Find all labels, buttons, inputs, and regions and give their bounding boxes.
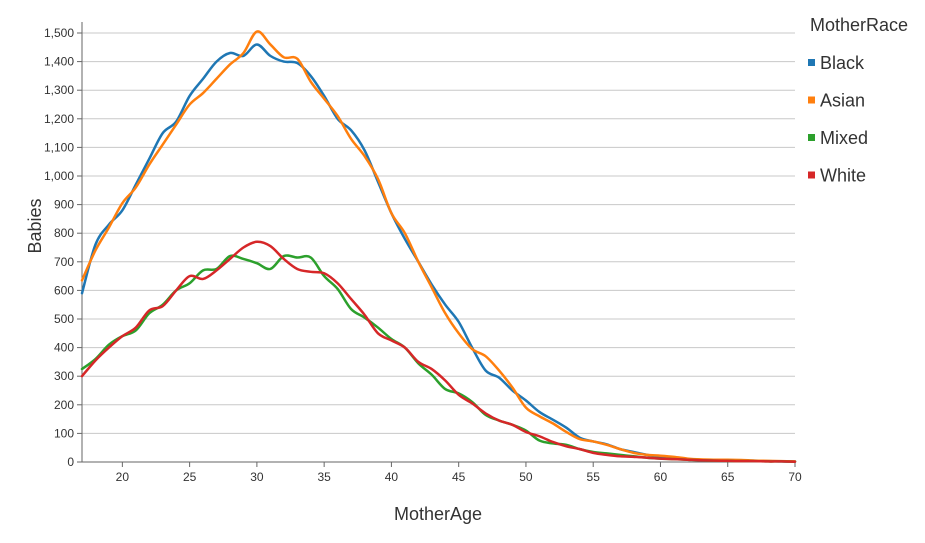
y-tick-label: 600 xyxy=(54,283,74,297)
x-tick-label: 35 xyxy=(317,470,331,484)
y-tick-label: 500 xyxy=(54,312,74,326)
legend-swatch-mixed xyxy=(808,134,815,141)
y-tick-label: 200 xyxy=(54,398,74,412)
legend-label-white: White xyxy=(820,166,866,186)
x-tick-label: 25 xyxy=(183,470,197,484)
y-tick-label: 1,300 xyxy=(44,83,74,97)
y-axis-ticks: 0 100 200 300 400 500 600 700 800 900 1,000 1,100 1,… xyxy=(44,26,82,469)
y-tick-label: 900 xyxy=(54,198,74,212)
y-tick-label: 1,200 xyxy=(44,112,74,126)
y-tick-label: 300 xyxy=(54,369,74,383)
x-tick-label: 55 xyxy=(587,470,601,484)
legend-swatch-black xyxy=(808,59,815,66)
series-line-asian xyxy=(80,30,797,463)
x-axis-title: MotherAge xyxy=(394,504,482,524)
y-axis-title: Babies xyxy=(25,198,45,253)
series-line-white xyxy=(80,240,797,463)
y-tick-label: 400 xyxy=(54,341,74,355)
legend-label-mixed: Mixed xyxy=(820,128,868,148)
x-tick-label: 45 xyxy=(452,470,466,484)
x-tick-label: 60 xyxy=(654,470,668,484)
y-tick-label: 700 xyxy=(54,255,74,269)
x-tick-label: 65 xyxy=(721,470,735,484)
legend-title: MotherRace xyxy=(810,15,908,35)
y-tick-label: 1,000 xyxy=(44,169,74,183)
series-line-mixed xyxy=(80,254,797,463)
axes xyxy=(81,22,795,463)
x-tick-label: 50 xyxy=(519,470,533,484)
y-tick-label: 100 xyxy=(54,426,74,440)
x-tick-label: 20 xyxy=(116,470,130,484)
x-tick-label: 40 xyxy=(385,470,399,484)
x-axis-ticks: 20 25 30 35 40 45 50 55 60 65 70 xyxy=(116,462,802,484)
legend-label-black: Black xyxy=(820,53,865,73)
legend: MotherRace Black Asian Mixed White xyxy=(808,15,908,186)
x-tick-label: 30 xyxy=(250,470,264,484)
legend-label-asian: Asian xyxy=(820,91,865,111)
y-tick-label: 1,500 xyxy=(44,26,74,40)
x-tick-label: 70 xyxy=(788,470,802,484)
legend-swatch-asian xyxy=(808,96,815,104)
y-tick-label: 1,100 xyxy=(44,140,74,154)
legend-swatch-white xyxy=(808,171,815,179)
y-tick-label: 1,400 xyxy=(44,55,74,69)
series-lines xyxy=(80,30,797,463)
y-tick-label: 0 xyxy=(67,455,74,469)
y-tick-label: 800 xyxy=(54,226,74,240)
gridlines xyxy=(82,32,795,434)
